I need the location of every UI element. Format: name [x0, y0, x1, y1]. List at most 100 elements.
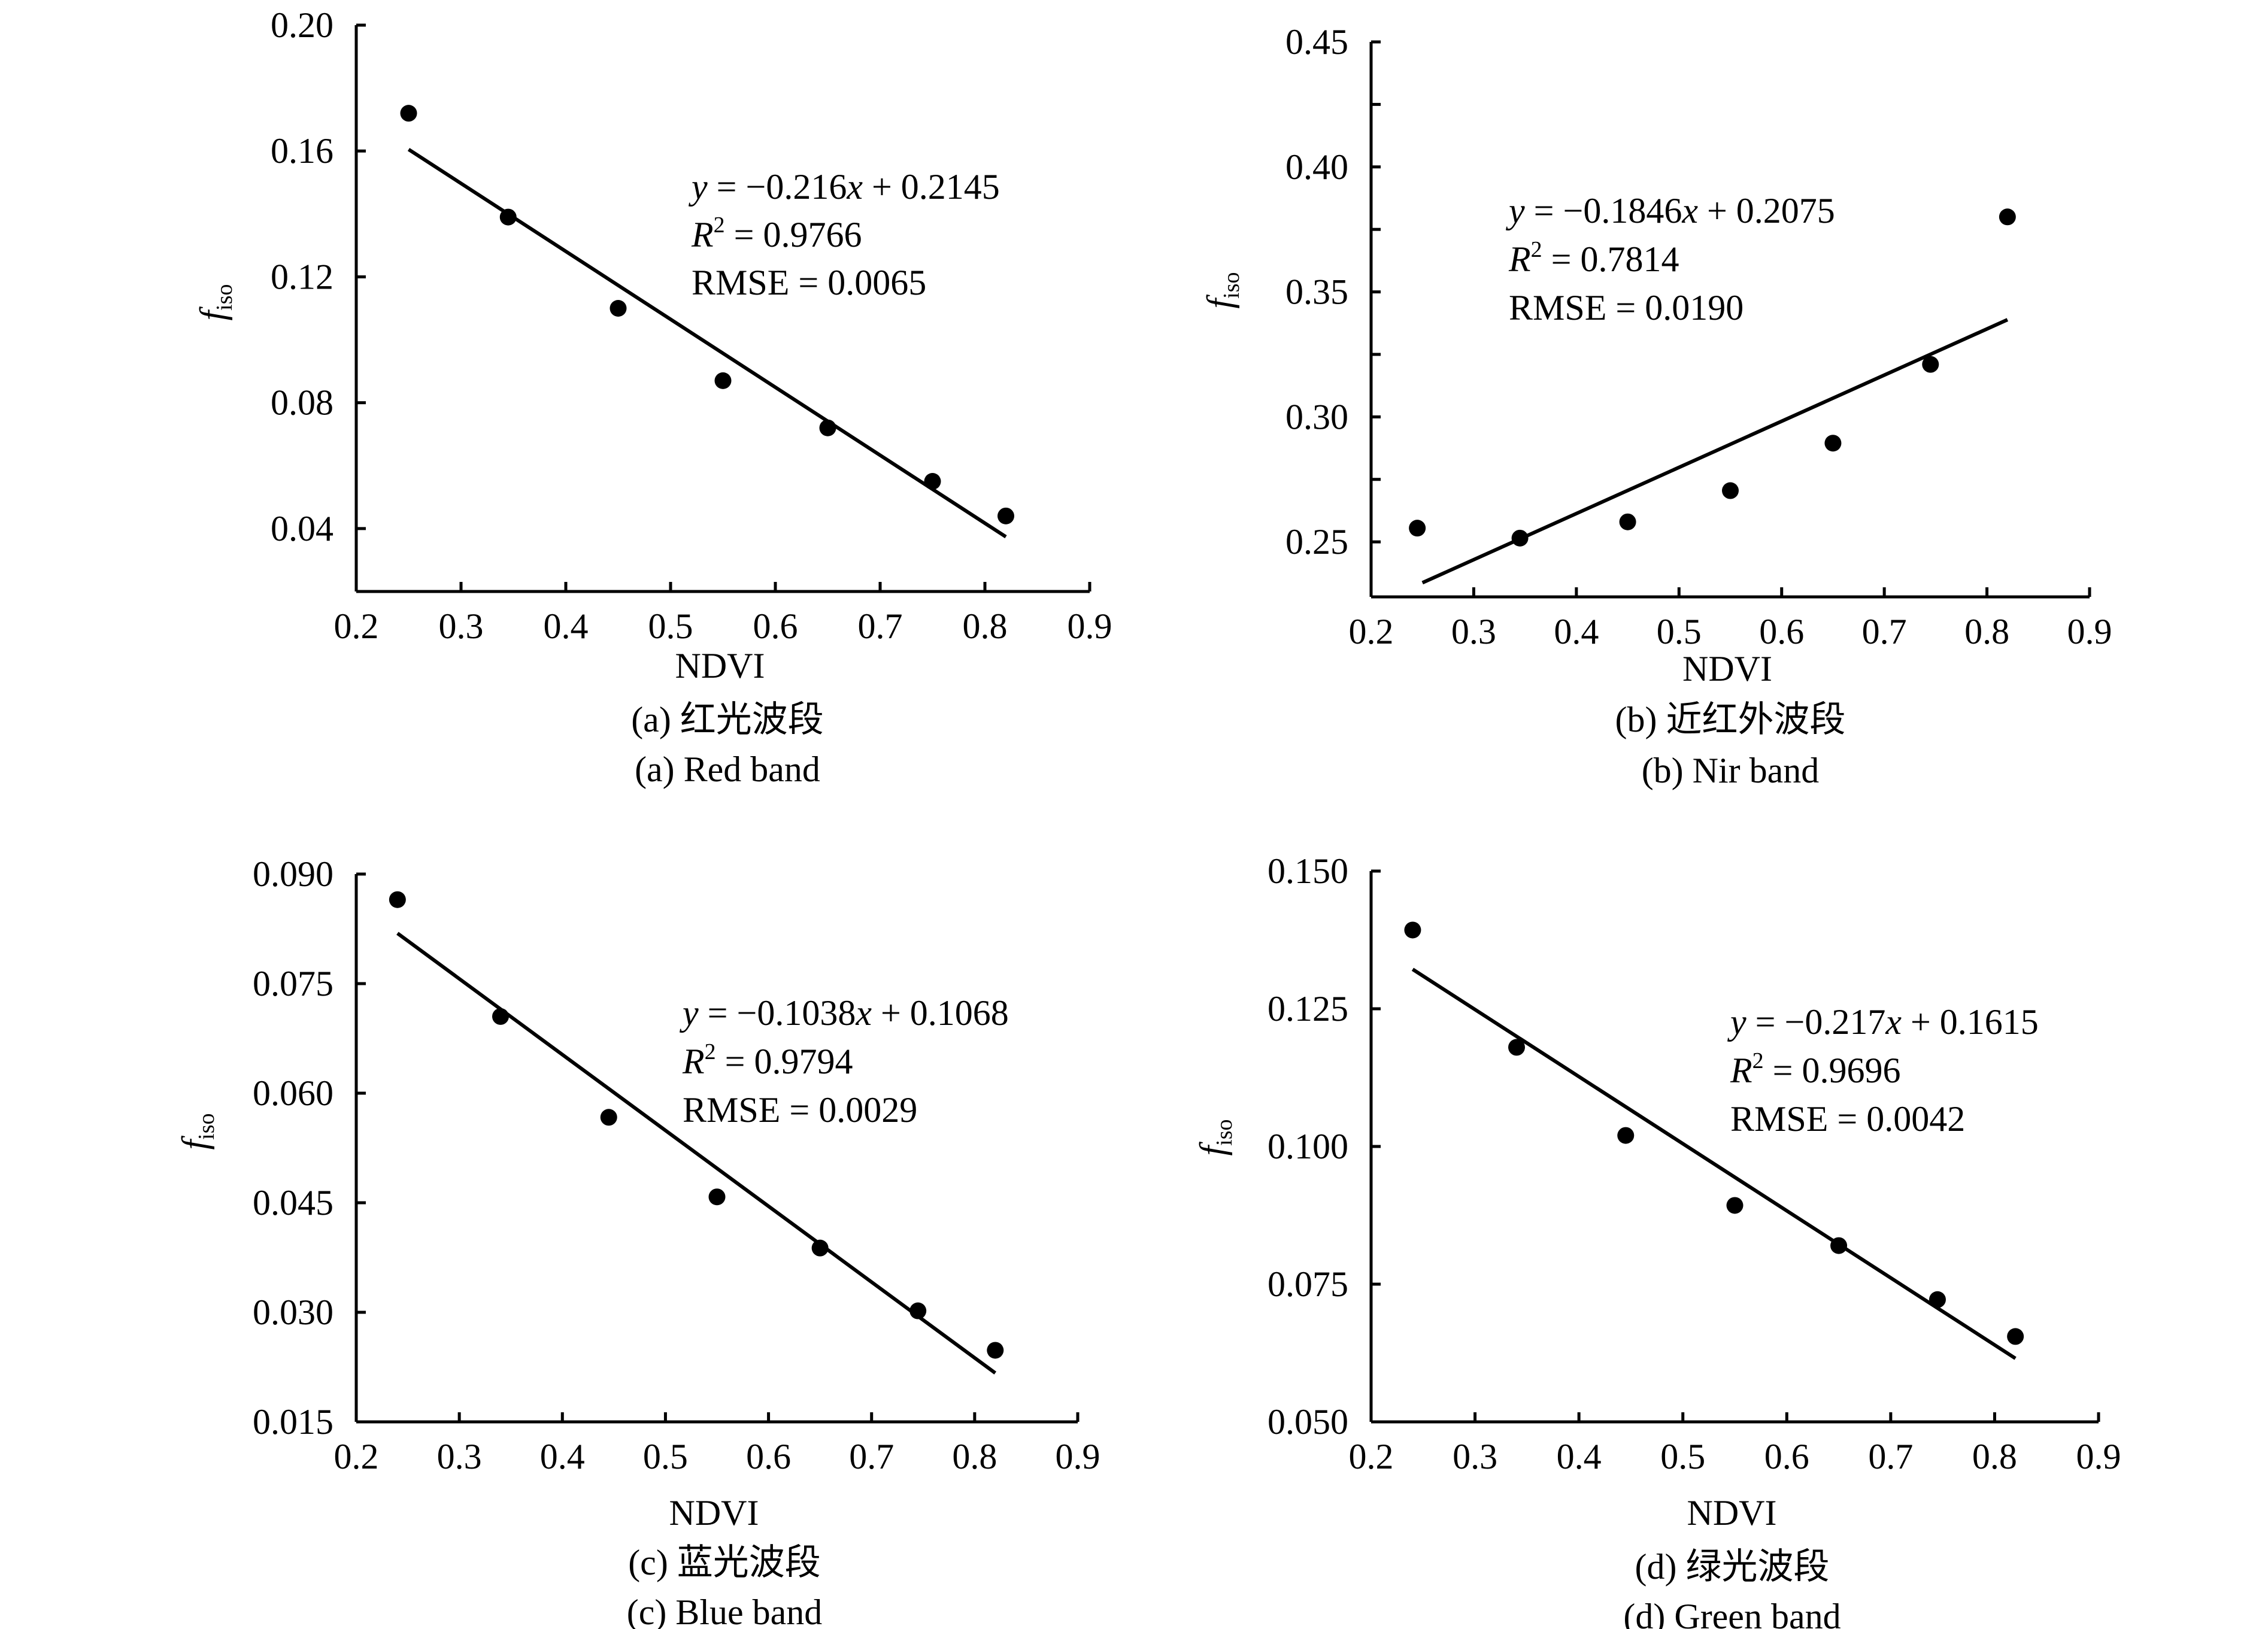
y-tick-label: 0.045 [253, 1183, 333, 1222]
r-squared: R2 = 0.7814 [1508, 237, 1679, 279]
data-point [1999, 208, 2016, 226]
x-axis-label: NDVI [1682, 649, 1772, 688]
x-axis-label: NDVI [669, 1493, 759, 1533]
y-tick-label: 0.16 [271, 131, 333, 171]
rmse: RMSE = 0.0190 [1509, 288, 1744, 327]
x-tick-label: 0.2 [334, 1437, 379, 1476]
data-point [1511, 529, 1529, 547]
y-tick-label: 0.04 [271, 509, 333, 548]
x-tick-label: 0.7 [849, 1437, 894, 1476]
fit-line [1411, 967, 2017, 1360]
x-tick-label: 0.2 [1349, 612, 1394, 651]
y-tick-label: 0.25 [1285, 522, 1348, 562]
caption-english: (a) Red band [635, 750, 820, 789]
y-tick-label: 0.20 [271, 5, 333, 45]
regression-equation: y = −0.217x + 0.1615 [1727, 1002, 2039, 1042]
caption-english: (b) Nir band [1642, 751, 1820, 790]
x-tick-label: 0.3 [439, 606, 484, 646]
y-tick-label: 0.12 [271, 257, 333, 296]
data-point [997, 507, 1014, 524]
y-tick-label: 0.075 [253, 964, 333, 1003]
rmse: RMSE = 0.0029 [683, 1090, 917, 1130]
caption-english: (c) Blue band [627, 1592, 823, 1629]
r-squared: R2 = 0.9696 [1730, 1048, 1901, 1090]
x-tick-label: 0.6 [1764, 1437, 1809, 1476]
data-point [708, 1188, 726, 1206]
data-point [819, 419, 836, 436]
y-tick-label: 0.015 [253, 1402, 333, 1442]
x-tick-label: 0.8 [1964, 612, 2009, 651]
x-tick-label: 0.7 [858, 606, 903, 646]
x-tick-label: 0.6 [753, 606, 798, 646]
x-tick-label: 0.5 [643, 1437, 688, 1476]
x-tick-label: 0.7 [1868, 1437, 1913, 1476]
data-point [389, 891, 406, 908]
fit-line [407, 148, 1007, 539]
caption-chinese: (b) 近红外波段 [1615, 700, 1846, 739]
data-point [1722, 482, 1739, 499]
y-tick-label: 0.150 [1268, 851, 1348, 891]
caption-chinese: (d) 绿光波段 [1635, 1547, 1830, 1586]
x-tick-label: 0.3 [437, 1437, 482, 1476]
x-tick-label: 0.4 [540, 1437, 585, 1476]
y-tick-label: 0.40 [1285, 147, 1348, 187]
x-tick-label: 0.4 [544, 606, 589, 646]
caption-english: (d) Green band [1623, 1597, 1841, 1629]
y-axis-label: fiso [175, 1113, 219, 1149]
x-tick-label: 0.7 [1862, 612, 1907, 651]
x-tick-label: 0.2 [334, 606, 379, 646]
rmse: RMSE = 0.0065 [692, 263, 926, 302]
caption-chinese: (c) 蓝光波段 [628, 1543, 821, 1582]
data-point [1929, 1291, 1946, 1308]
data-point [492, 1008, 509, 1025]
y-tick-label: 0.030 [253, 1293, 333, 1332]
rmse: RMSE = 0.0042 [1730, 1099, 1965, 1139]
fit-line [1421, 318, 2009, 585]
data-point [600, 1109, 617, 1126]
data-point [2007, 1328, 2024, 1345]
data-point [1830, 1237, 1848, 1254]
x-tick-label: 0.5 [1660, 1437, 1705, 1476]
regression-equation: y = −0.1846x + 0.2075 [1505, 191, 1835, 230]
x-tick-label: 0.3 [1451, 612, 1496, 651]
y-tick-label: 0.060 [253, 1073, 333, 1113]
fit-line [396, 932, 997, 1375]
y-tick-label: 0.30 [1285, 397, 1348, 436]
regression-equation: y = −0.1038x + 0.1068 [679, 993, 1009, 1033]
r-squared: R2 = 0.9766 [691, 213, 862, 254]
y-tick-label: 0.090 [253, 854, 333, 894]
x-tick-label: 0.9 [1068, 606, 1112, 646]
data-point [1508, 1039, 1525, 1056]
data-point [909, 1302, 927, 1319]
caption-chinese: (a) 红光波段 [631, 700, 824, 739]
data-point [1726, 1197, 1744, 1214]
x-tick-label: 0.9 [2067, 612, 2112, 651]
data-point [987, 1342, 1004, 1359]
y-tick-label: 0.45 [1285, 22, 1348, 62]
x-tick-label: 0.5 [648, 606, 693, 646]
data-point [1409, 520, 1426, 537]
data-point [924, 473, 941, 490]
x-tick-label: 0.6 [1759, 612, 1804, 651]
data-point [714, 372, 732, 389]
data-point [1619, 513, 1636, 530]
chart-panel-a: 0.2 0.3 0.4 0.5 0.6 0.7 0.8 0.9 0.04 0.08 0.12 0.16… [193, 5, 1112, 789]
x-axis-label: NDVI [1687, 1493, 1777, 1533]
data-point [499, 208, 517, 226]
data-point [1922, 356, 1939, 373]
x-tick-label: 0.5 [1657, 612, 1702, 651]
data-point [610, 300, 627, 317]
regression-equation: y = −0.216x + 0.2145 [688, 167, 1000, 207]
x-tick-label: 0.3 [1453, 1437, 1497, 1476]
x-tick-label: 0.6 [746, 1437, 791, 1476]
data-point [1404, 921, 1421, 939]
x-tick-label: 0.8 [963, 606, 1008, 646]
x-tick-label: 0.2 [1349, 1437, 1394, 1476]
data-point [400, 105, 417, 122]
y-tick-label: 0.125 [1268, 989, 1348, 1029]
data-point [1824, 435, 1842, 452]
x-axis-label: NDVI [675, 646, 765, 685]
y-tick-label: 0.050 [1268, 1402, 1348, 1442]
x-tick-label: 0.4 [1554, 612, 1599, 651]
chart-panel-b: 0.2 0.3 0.4 0.5 0.6 0.7 0.8 0.9 0.25 0.30 0.35 0.40… [1200, 22, 2112, 790]
